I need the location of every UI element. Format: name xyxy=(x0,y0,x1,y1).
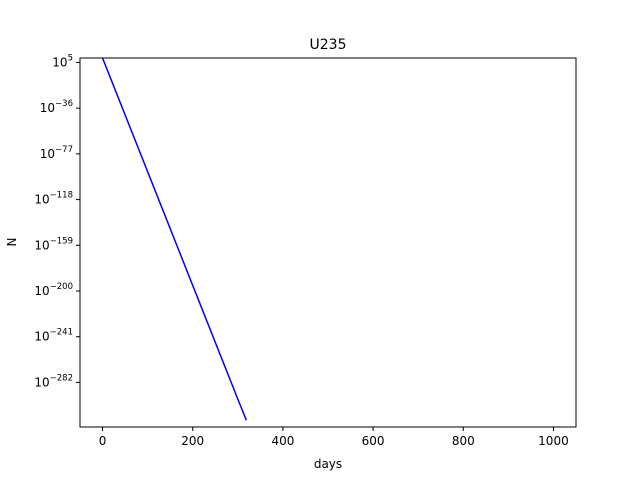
y-tick-label: 10−200 xyxy=(34,282,73,298)
y-tick-label: 10−118 xyxy=(34,191,73,207)
x-axis: 0 200 400 600 800 1000 xyxy=(99,427,569,448)
x-tick-label: 400 xyxy=(271,434,294,448)
series-layer xyxy=(101,57,248,421)
x-tick-label: 0 xyxy=(99,434,107,448)
y-tick-label: 10−241 xyxy=(34,328,73,344)
x-tick-label: 1000 xyxy=(538,434,569,448)
x-tick-label: 200 xyxy=(181,434,204,448)
y-axis: 105 10−36 10−77 10−118 10−159 10−200 10−241 10−… xyxy=(34,53,80,389)
y-tick-label: 10−159 xyxy=(34,236,73,252)
x-tick-label: 800 xyxy=(452,434,475,448)
y-tick-label: 10−36 xyxy=(40,99,73,115)
x-tick-label: 600 xyxy=(362,434,385,448)
series-line-0 xyxy=(101,57,248,421)
plot-area xyxy=(79,57,577,428)
y-tick-label: 10−282 xyxy=(34,373,73,389)
x-axis-label: days xyxy=(314,457,342,471)
axes-frame xyxy=(79,57,577,428)
y-tick-label: 105 xyxy=(52,53,73,69)
y-tick-label: 10−77 xyxy=(40,145,73,161)
y-axis-label: N xyxy=(5,238,19,247)
chart-title: U235 xyxy=(310,37,347,53)
